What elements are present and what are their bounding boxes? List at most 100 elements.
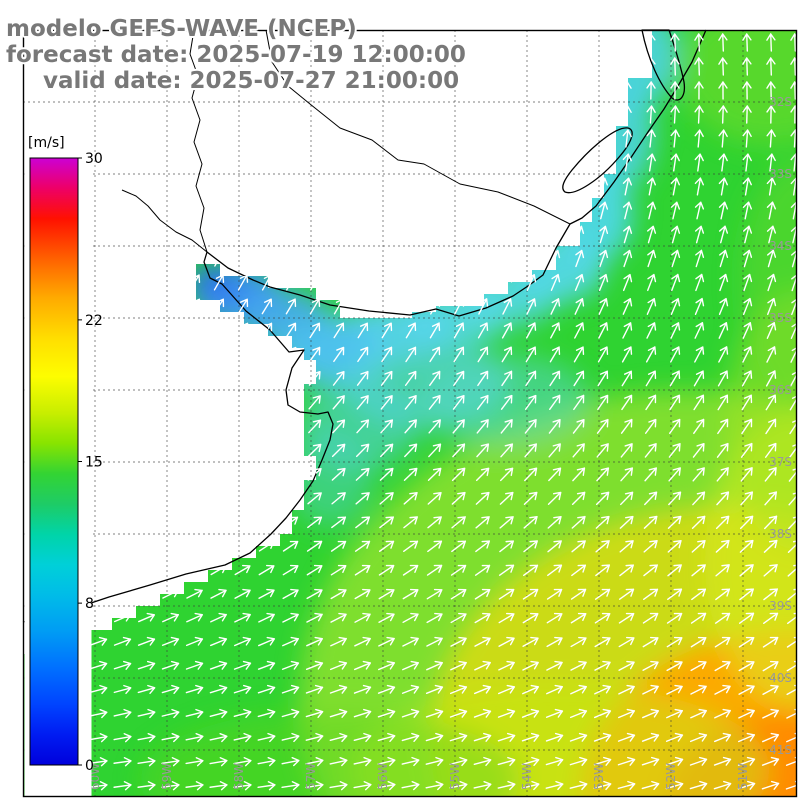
wind-arrow	[139, 176, 155, 197]
wind-arrow	[208, 440, 229, 460]
wind-arrow	[598, 33, 609, 52]
wind-arrow	[476, 152, 490, 173]
wind-arrow	[379, 200, 395, 221]
wind-arrow	[114, 200, 131, 221]
wind-arrow	[452, 176, 466, 197]
wind-arrow	[573, 128, 585, 149]
wind-arrow	[88, 562, 109, 579]
lon-label: 53W	[592, 763, 606, 790]
wind-arrow	[403, 248, 419, 269]
wind-arrow	[330, 248, 347, 269]
wind-arrow	[185, 368, 204, 389]
colorbar-unit-label: [m/s]	[28, 135, 65, 151]
wind-arrow	[188, 104, 202, 125]
wind-arrow	[429, 104, 441, 125]
wind-arrow	[112, 441, 133, 460]
wind-arrow	[137, 416, 157, 436]
wind-arrow	[478, 33, 488, 52]
wind-arrow	[331, 176, 346, 197]
wind-arrow	[209, 392, 229, 413]
wind-arrow	[90, 224, 107, 245]
wind-arrow	[499, 248, 515, 269]
wind-arrow	[257, 344, 276, 365]
wind-arrow	[185, 392, 205, 413]
wind-arrow	[160, 537, 181, 555]
lat-label: 34S	[769, 239, 792, 253]
wind-arrow	[283, 152, 298, 173]
wind-arrow	[501, 81, 513, 100]
wind-arrow	[234, 224, 251, 245]
wind-arrow	[233, 416, 253, 436]
wind-arrow	[502, 57, 512, 76]
wind-arrow	[573, 104, 585, 125]
wind-arrow	[284, 128, 298, 149]
wind-arrow	[307, 200, 323, 221]
wind-arrow	[356, 152, 370, 173]
wind-arrow	[499, 224, 515, 245]
title-block: modelo GEFS-WAVE (NCEP) forecast date: 2…	[6, 16, 466, 94]
wind-arrow	[526, 33, 536, 52]
wind-arrow	[451, 248, 467, 269]
wind-arrow	[163, 152, 179, 173]
wind-arrow	[403, 200, 419, 221]
wind-arrow	[160, 513, 181, 532]
wind-arrow	[88, 489, 109, 508]
wind-arrow	[403, 224, 419, 245]
wind-arrow	[258, 248, 275, 269]
lon-label: 52W	[664, 763, 678, 790]
wind-arrow	[283, 224, 299, 245]
wind-arrow	[332, 128, 346, 149]
colorbar-gradient-bar	[29, 157, 79, 766]
lat-label: 32S	[769, 95, 792, 109]
wind-arrow	[379, 176, 394, 197]
wind-arrow	[139, 128, 154, 149]
wind-arrow	[233, 344, 252, 365]
wind-arrow	[549, 104, 561, 125]
wind-arrow	[90, 200, 107, 221]
lon-label: 57W	[304, 763, 318, 790]
wind-arrow	[232, 537, 253, 555]
wind-arrow	[354, 272, 371, 293]
wind-arrow	[501, 104, 513, 125]
wind-arrow	[259, 200, 275, 221]
wind-arrow	[548, 152, 562, 173]
wind-arrow	[112, 416, 133, 436]
colorbar-tick-label: 8	[85, 596, 94, 612]
wind-arrow	[112, 537, 133, 555]
wind-arrow	[549, 128, 561, 149]
wind-arrow	[260, 128, 274, 149]
wind-arrow	[184, 465, 205, 484]
wind-arrow	[91, 128, 106, 149]
wind-arrow	[209, 368, 228, 389]
lat-label: 37S	[769, 455, 792, 469]
wind-arrow	[257, 392, 277, 413]
wind-arrow	[402, 272, 419, 293]
uruguay-river	[189, 29, 208, 253]
lon-label: 59W	[160, 763, 174, 790]
wind-arrow	[162, 296, 180, 317]
wind-arrow	[257, 368, 276, 389]
wind-arrow	[451, 200, 466, 221]
wind-arrow	[184, 440, 205, 460]
wind-arrow	[112, 513, 133, 531]
wind-arrow	[112, 465, 133, 484]
wind-arrow	[232, 513, 253, 532]
wind-arrow	[379, 224, 395, 245]
wind-arrow	[500, 152, 514, 173]
wind-arrow	[112, 586, 133, 603]
wind-arrow	[502, 33, 512, 52]
wind-arrow	[184, 537, 205, 555]
wind-arrow	[160, 489, 181, 508]
wind-arrow	[355, 200, 371, 221]
wind-arrow	[88, 610, 109, 626]
wind-arrow	[356, 104, 369, 125]
wind-arrow	[477, 104, 489, 125]
wind-arrow	[597, 105, 609, 124]
wind-arrow	[355, 176, 370, 197]
coastline	[22, 29, 707, 623]
wind-arrow	[549, 81, 561, 100]
wind-arrow	[332, 152, 346, 173]
wind-arrow	[622, 57, 632, 76]
wind-arrow	[307, 224, 323, 245]
